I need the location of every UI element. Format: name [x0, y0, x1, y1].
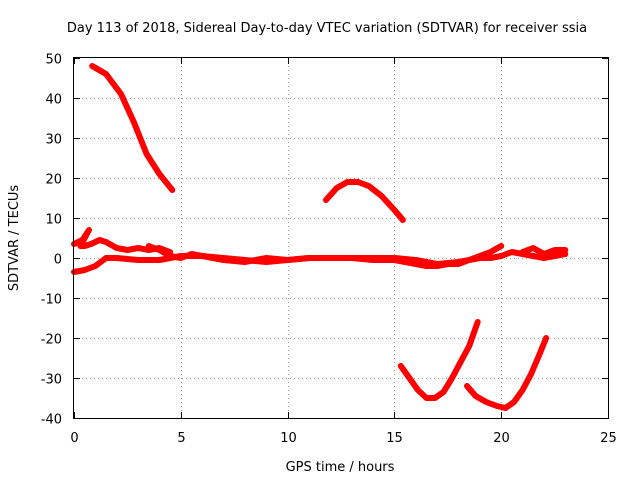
series-arc-2	[323, 179, 406, 223]
y-axis-label: SDTVAR / TECUs	[7, 185, 22, 292]
x-tick-label: 0	[70, 431, 78, 446]
x-tick-label: 20	[493, 431, 510, 446]
y-tick-label: -20	[41, 333, 62, 348]
y-tick-label: 40	[45, 93, 62, 108]
series-arc-7	[397, 319, 481, 401]
x-tick-label: 15	[386, 431, 403, 446]
x-axis-label: GPS time / hours	[286, 460, 395, 475]
y-tick-label: -40	[41, 413, 62, 428]
series-group	[71, 63, 569, 411]
series-arc-1	[89, 63, 176, 193]
series-arc-3	[71, 227, 174, 255]
y-tick-label: -10	[41, 293, 62, 308]
y-tick-label: 0	[54, 253, 62, 268]
x-tick-label: 10	[280, 431, 297, 446]
y-tick-label: 10	[45, 213, 62, 228]
y-tick-label: 30	[45, 133, 62, 148]
x-tick-label: 5	[177, 431, 185, 446]
ticks: 0 5 10 15 20 25 -40 -30 -20 -10 0 10 20 30 40 50	[41, 53, 617, 447]
x-tick-label: 25	[600, 431, 617, 446]
series-arc-5	[145, 243, 505, 267]
grid	[74, 58, 608, 418]
y-tick-label: 50	[45, 53, 62, 68]
plot-frame	[73, 57, 609, 419]
series-arc-8	[464, 335, 550, 411]
series-arc-6	[519, 245, 569, 257]
chart-title: Day 113 of 2018, Sidereal Day-to-day VTE…	[67, 21, 587, 36]
y-tick-label: -30	[41, 373, 62, 388]
y-tick-label: 20	[45, 173, 62, 188]
